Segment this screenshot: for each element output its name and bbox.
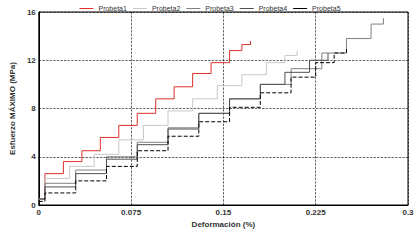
svg-text:Probeta4: Probeta4 xyxy=(259,5,288,12)
svg-text:Probeta1: Probeta1 xyxy=(98,5,127,12)
svg-text:Deformación (%): Deformación (%) xyxy=(192,220,256,229)
svg-text:8: 8 xyxy=(31,104,36,113)
svg-text:Probeta5: Probeta5 xyxy=(312,5,341,12)
svg-text:Esfuerzo MÁXIMO (MPa): Esfuerzo MÁXIMO (MPa) xyxy=(8,62,17,155)
svg-text:0.225: 0.225 xyxy=(306,208,327,217)
svg-text:0.15: 0.15 xyxy=(216,208,232,217)
svg-text:Probeta3: Probeta3 xyxy=(205,5,234,12)
svg-text:0: 0 xyxy=(31,200,36,210)
svg-text:4: 4 xyxy=(31,152,36,161)
svg-text:0: 0 xyxy=(37,208,42,217)
svg-text:0.075: 0.075 xyxy=(121,208,142,217)
svg-text:Probeta2: Probeta2 xyxy=(152,5,181,12)
svg-text:16: 16 xyxy=(27,8,36,17)
svg-text:0.3: 0.3 xyxy=(402,208,414,217)
svg-text:12: 12 xyxy=(27,56,36,65)
